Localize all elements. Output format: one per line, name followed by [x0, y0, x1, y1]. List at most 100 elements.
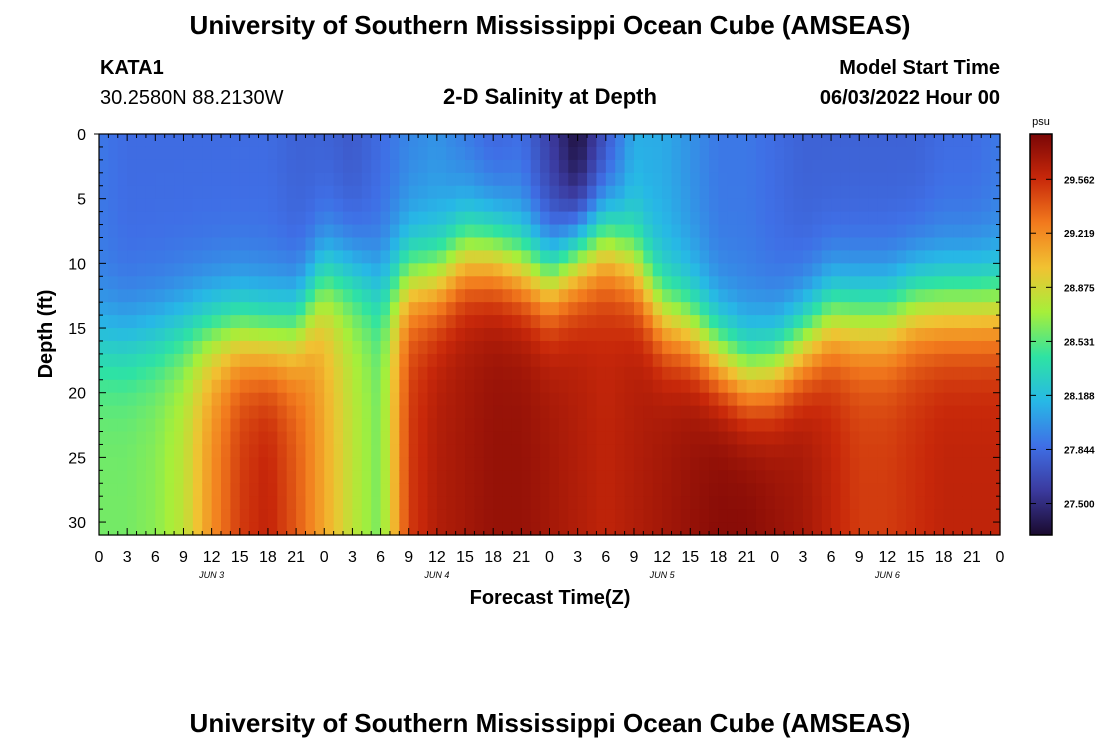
heatmap-cell: [436, 315, 447, 329]
heatmap-cell: [183, 509, 194, 523]
heatmap-cell: [361, 302, 372, 316]
heatmap-cell: [737, 418, 748, 433]
heatmap-cell: [296, 172, 307, 187]
heatmap-cell: [774, 172, 785, 187]
heatmap-cell: [540, 250, 551, 264]
heatmap-cell: [549, 509, 560, 523]
heatmap-cell: [314, 392, 325, 407]
heatmap-cell: [962, 392, 973, 407]
heatmap-cell: [868, 353, 879, 368]
heatmap-cell: [286, 470, 297, 484]
heatmap-cell: [906, 379, 917, 394]
heatmap-cell: [896, 353, 907, 368]
heatmap-cell: [887, 366, 898, 381]
heatmap-cell: [558, 444, 569, 458]
heatmap-cell: [981, 263, 992, 277]
heatmap-cell: [962, 522, 973, 536]
heatmap-cell: [793, 340, 804, 355]
heatmap-cell: [296, 405, 307, 420]
heatmap-cell: [127, 185, 138, 200]
heatmap-cell: [971, 470, 982, 484]
heatmap-cell: [605, 315, 616, 329]
heatmap-cell: [286, 146, 297, 161]
heatmap-cell: [286, 159, 297, 174]
heatmap-cell: [643, 315, 654, 329]
heatmap-cell: [333, 418, 344, 433]
heatmap-cell: [877, 211, 888, 226]
heatmap-cell: [859, 211, 870, 226]
heatmap-cell: [906, 470, 917, 484]
heatmap-cell: [183, 134, 194, 148]
heatmap-cell: [718, 522, 729, 536]
heatmap-cell: [99, 172, 109, 187]
heatmap-cell: [906, 302, 917, 316]
heatmap-cell: [896, 366, 907, 381]
heatmap-cell: [934, 379, 945, 394]
heatmap-cell: [361, 483, 372, 497]
heatmap-cell: [859, 340, 870, 355]
heatmap-cell: [943, 289, 954, 303]
heatmap-cell: [408, 483, 419, 497]
heatmap-cell: [643, 444, 654, 458]
heatmap-cell: [558, 353, 569, 368]
heatmap-cell: [821, 496, 832, 510]
heatmap-cell: [662, 522, 673, 536]
heatmap-cell: [577, 134, 588, 148]
heatmap-cell: [530, 457, 541, 471]
heatmap-cell: [389, 250, 400, 264]
heatmap-cell: [887, 315, 898, 329]
heatmap-cell: [727, 263, 738, 277]
heatmap-cell: [709, 302, 720, 316]
heatmap-cell: [324, 237, 335, 252]
heatmap-cell: [793, 496, 804, 510]
heatmap-cell: [690, 263, 701, 277]
heatmap-cell: [568, 146, 579, 161]
heatmap-cell: [333, 134, 344, 148]
heatmap-cell: [249, 470, 260, 484]
heatmap-cell: [906, 289, 917, 303]
heatmap-cell: [436, 353, 447, 368]
heatmap-cell: [558, 470, 569, 484]
heatmap-cell: [352, 509, 363, 523]
heatmap-cell: [615, 496, 626, 510]
heatmap-cell: [680, 315, 691, 329]
heatmap-cell: [117, 379, 128, 394]
heatmap-cell: [737, 405, 748, 420]
heatmap-cell: [774, 224, 785, 239]
heatmap-cell: [493, 353, 504, 368]
heatmap-cell: [389, 289, 400, 303]
heatmap-cell: [164, 185, 175, 200]
heatmap-cell: [953, 276, 964, 290]
heatmap-cell: [755, 405, 766, 420]
heatmap-cell: [436, 328, 447, 342]
heatmap-cell: [408, 224, 419, 239]
heatmap-cell: [239, 134, 250, 148]
heatmap-cell: [192, 237, 203, 252]
heatmap-cell: [709, 289, 720, 303]
heatmap-cell: [465, 276, 476, 290]
heatmap-cell: [727, 483, 738, 497]
heatmap-cell: [859, 470, 870, 484]
heatmap-cell: [174, 263, 185, 277]
heatmap-cell: [483, 185, 494, 200]
heatmap-cell: [840, 250, 851, 264]
heatmap-cell: [915, 405, 926, 420]
heatmap-cell: [371, 353, 382, 368]
heatmap-cell: [643, 496, 654, 510]
heatmap-cell: [765, 444, 776, 458]
heatmap-cell: [868, 483, 879, 497]
heatmap-cell: [812, 263, 823, 277]
heatmap-cell: [774, 444, 785, 458]
heatmap-cell: [727, 185, 738, 200]
heatmap-cell: [408, 159, 419, 174]
heatmap-cell: [164, 250, 175, 264]
heatmap-cell: [981, 509, 992, 523]
heatmap-cell: [699, 302, 710, 316]
heatmap-cell: [718, 146, 729, 161]
heatmap-cell: [633, 470, 644, 484]
heatmap-cell: [371, 470, 382, 484]
heatmap-cell: [427, 159, 438, 174]
heatmap-cell: [633, 146, 644, 161]
heatmap-cell: [859, 289, 870, 303]
heatmap-cell: [605, 392, 616, 407]
